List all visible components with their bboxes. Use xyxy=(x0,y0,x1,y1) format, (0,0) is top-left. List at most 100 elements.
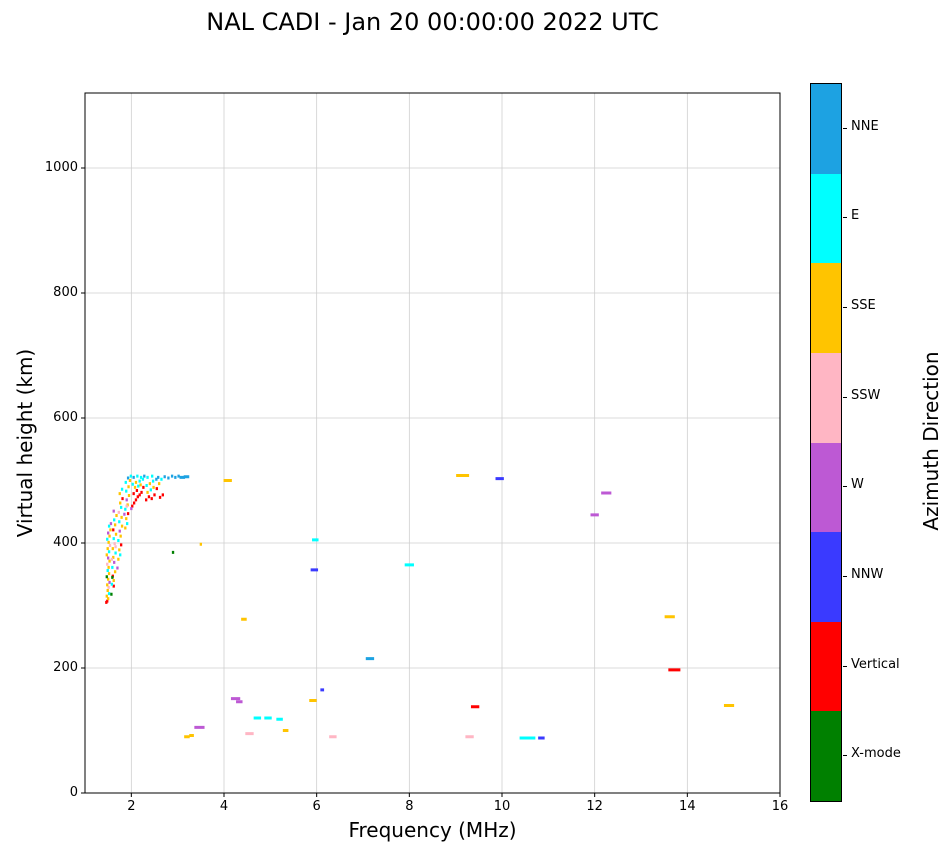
echo-point xyxy=(167,476,170,480)
echo-point xyxy=(107,577,110,581)
echo-point xyxy=(456,474,470,477)
echo-point xyxy=(106,589,109,592)
echo-point xyxy=(124,507,127,511)
echo-point xyxy=(118,529,121,533)
echo-point xyxy=(601,491,612,495)
echo-point xyxy=(129,474,133,478)
echo-point xyxy=(132,501,136,505)
x-tick-label: 10 xyxy=(493,799,511,814)
echo-point xyxy=(184,735,190,739)
legend-label-e: E xyxy=(851,208,860,224)
echo-point xyxy=(171,550,175,554)
echo-point xyxy=(110,582,114,586)
x-tick-label: 2 xyxy=(127,799,136,814)
echo-point xyxy=(108,580,111,584)
echo-point xyxy=(223,479,232,482)
legend-label-nne: NNE xyxy=(851,118,879,134)
echo-point xyxy=(179,475,186,479)
colorbar-segment-sse xyxy=(811,263,841,353)
echo-point xyxy=(312,538,319,542)
echo-point xyxy=(112,579,115,582)
echo-point xyxy=(106,583,109,587)
echo-point xyxy=(106,569,109,572)
echo-point xyxy=(145,484,148,487)
echo-point xyxy=(151,474,154,478)
echo-point xyxy=(157,482,161,486)
x-tick-label: 16 xyxy=(771,799,789,814)
echo-point xyxy=(112,537,115,541)
echo-point xyxy=(329,735,337,739)
x-tick-label: 8 xyxy=(405,799,414,814)
echo-point xyxy=(107,556,110,560)
echo-point xyxy=(120,515,123,519)
echo-point xyxy=(230,697,241,701)
echo-point xyxy=(131,482,134,486)
echo-point xyxy=(120,487,124,491)
echo-point xyxy=(149,488,152,492)
echo-point xyxy=(142,485,145,489)
echo-point xyxy=(141,477,145,481)
echo-point xyxy=(118,520,121,524)
echo-point xyxy=(119,543,123,547)
echo-point xyxy=(107,524,111,528)
echo-point xyxy=(132,492,135,496)
y-tick-label: 600 xyxy=(53,410,78,425)
echo-point xyxy=(664,615,675,619)
echo-point xyxy=(105,600,108,604)
echo-point xyxy=(465,735,474,739)
echo-point xyxy=(126,476,130,480)
plot-frame xyxy=(84,92,781,794)
y-tick-label: 800 xyxy=(53,285,78,300)
echo-point xyxy=(194,725,205,729)
echo-point xyxy=(110,557,114,561)
echo-point xyxy=(105,575,108,579)
echo-point xyxy=(155,487,158,491)
echo-point xyxy=(236,700,243,704)
colorbar-tick-mark xyxy=(843,127,847,129)
colorbar-tick-mark xyxy=(843,396,847,398)
colorbar-segment-ssw xyxy=(811,352,841,443)
echo-point xyxy=(118,548,121,552)
echo-point xyxy=(113,523,117,527)
legend-label-ssw: SSW xyxy=(851,387,881,403)
legend-label-vertical: Vertical xyxy=(851,656,900,672)
echo-point xyxy=(109,528,112,532)
y-tick-label: 1000 xyxy=(44,160,78,175)
echo-point xyxy=(114,545,117,549)
echo-point xyxy=(117,539,120,542)
echo-point xyxy=(108,544,112,547)
echo-point xyxy=(161,493,164,497)
echo-point xyxy=(117,557,120,561)
echo-point xyxy=(108,559,111,563)
echo-point xyxy=(151,479,155,483)
x-axis-label: Frequency (MHz) xyxy=(348,818,517,842)
echo-point xyxy=(118,492,121,496)
echo-point xyxy=(404,563,414,567)
echo-point xyxy=(310,568,319,572)
echo-point xyxy=(113,570,117,574)
echo-point xyxy=(125,504,128,508)
azimuth-colorbar xyxy=(810,83,842,802)
colorbar-segment-nnw xyxy=(811,532,841,622)
echo-point xyxy=(282,729,289,732)
colorbar-tick-mark xyxy=(843,217,847,219)
echo-point xyxy=(107,592,111,596)
x-tick-label: 4 xyxy=(219,799,229,814)
echo-point xyxy=(137,484,140,488)
echo-point xyxy=(590,513,599,517)
echo-point xyxy=(116,566,119,570)
echo-point xyxy=(241,617,247,621)
colorbar-tick-mark xyxy=(843,755,847,757)
echo-point xyxy=(126,512,130,516)
echo-point xyxy=(119,534,122,538)
echo-point xyxy=(150,497,153,501)
colorbar-segment-vertical xyxy=(811,621,841,712)
echo-point xyxy=(127,494,131,497)
echo-point xyxy=(106,537,109,541)
echo-point xyxy=(276,717,283,721)
echo-point xyxy=(145,498,148,502)
echo-point xyxy=(146,490,149,494)
echo-point xyxy=(108,534,111,538)
echo-point xyxy=(131,504,134,508)
echo-point xyxy=(127,485,130,489)
